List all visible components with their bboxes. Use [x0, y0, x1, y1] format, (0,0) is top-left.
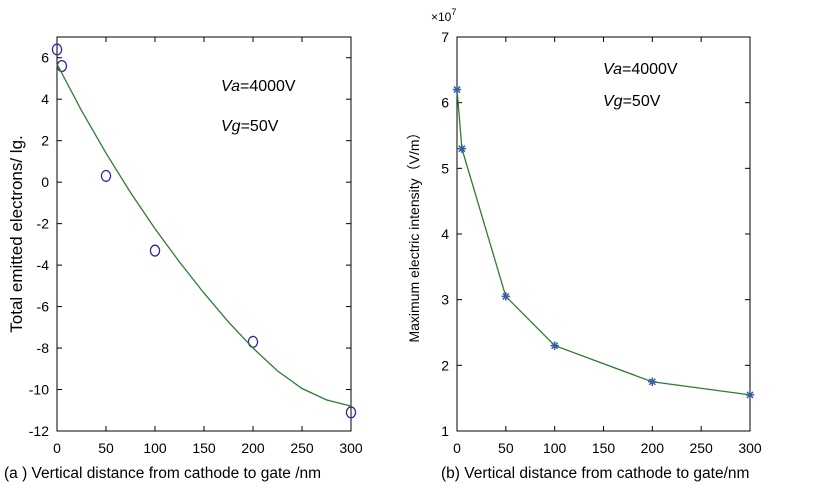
fit-curve — [56, 63, 352, 407]
x-tick-label: 0 — [53, 440, 61, 456]
y-tick-label: 0 — [41, 174, 49, 190]
y-axis-label: Maximum electric intensity（V/m） — [406, 125, 422, 342]
chart-caption: (a ) Vertical distance from cathode to g… — [4, 465, 321, 482]
data-point — [501, 292, 511, 301]
y-tick-label: 6 — [441, 95, 449, 111]
x-tick-label: 250 — [689, 440, 713, 456]
y-tick-label: 7 — [441, 29, 449, 45]
x-tick-label: 150 — [592, 440, 616, 456]
y-tick-label: -10 — [29, 382, 49, 398]
data-point — [100, 169, 112, 182]
y-tick-label: 4 — [441, 226, 449, 242]
chart-b: 0 50 100 150 200 250 300 1 2 3 4 5 6 7 Maximum electri… — [406, 7, 762, 482]
x-tick-label: 300 — [339, 440, 363, 456]
plot-frame — [56, 36, 352, 432]
y-tick-label: -6 — [37, 299, 50, 315]
x-tick-label: 150 — [192, 440, 216, 456]
y-tick-label: -4 — [37, 257, 50, 273]
x-tick-label: 250 — [290, 440, 314, 456]
y-tick-label: 6 — [41, 50, 49, 66]
x-tick-label: 0 — [453, 440, 461, 456]
y-tick-label: 1 — [441, 423, 449, 439]
y-axis-label: Total emitted electrons/ lg. — [7, 135, 26, 332]
x-tick-label: 200 — [641, 440, 665, 456]
series-line — [456, 89, 751, 396]
data-point — [550, 341, 559, 350]
data-point — [345, 406, 357, 419]
y-tick-label: 2 — [41, 133, 49, 149]
data-point — [51, 43, 63, 56]
x-tick-label: 300 — [738, 440, 762, 456]
chart-a: 0 50 100 150 200 250 300 -12 -10 -8 -6 -4 -2 0 2 4 6 Tota… — [4, 36, 363, 482]
data-point — [457, 144, 467, 153]
y-tick-label: -12 — [29, 423, 49, 439]
y-tick-label: 2 — [441, 357, 449, 373]
data-point — [648, 377, 657, 386]
x-tick-label: 100 — [543, 440, 567, 456]
annotation-va: Va=4000V — [221, 78, 296, 95]
annotation-vg: Vg=50V — [221, 118, 279, 135]
data-point — [745, 390, 755, 400]
x-tick-label: 50 — [98, 440, 114, 456]
y-tick-label: -2 — [37, 216, 50, 232]
x-tick-label: 100 — [143, 440, 167, 456]
y-exponent-label: ×107 — [431, 7, 456, 24]
data-point — [149, 244, 161, 257]
x-tick-label: 50 — [498, 440, 514, 456]
x-tick-label: 200 — [241, 440, 265, 456]
annotation-va: Va=4000V — [603, 61, 678, 78]
y-tick-label: 5 — [441, 160, 449, 176]
chart-caption: (b) Vertical distance from cathode to ga… — [441, 465, 749, 482]
data-point — [56, 59, 68, 73]
y-tick-label: 3 — [441, 292, 449, 308]
y-tick-label: 4 — [41, 91, 49, 107]
annotation-vg: Vg=50V — [603, 93, 661, 110]
data-point — [452, 85, 462, 94]
y-tick-label: -8 — [37, 340, 50, 356]
